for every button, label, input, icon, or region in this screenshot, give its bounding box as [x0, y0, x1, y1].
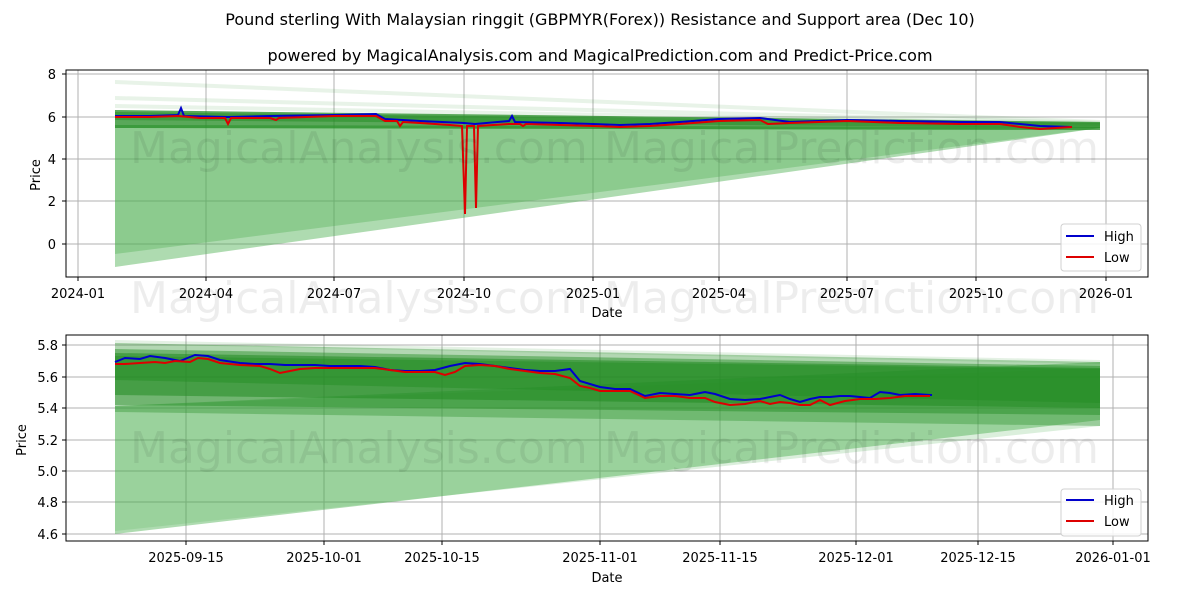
bottom-y-tick: 4.8	[37, 496, 58, 511]
legend-high-label: High	[1104, 494, 1134, 509]
bottom-y-tick: 5.8	[37, 339, 58, 354]
top-axes-frame	[65, 69, 1149, 278]
top-x-tick: 2024-01	[51, 287, 105, 302]
bottom-x-tick: 2025-12-15	[940, 551, 1016, 566]
top-y-axis-label: Price	[29, 159, 44, 191]
legend-low-label: Low	[1104, 515, 1130, 530]
bottom-y-axis-label: Price	[15, 424, 30, 456]
bottom-x-tick: 2025-11-15	[682, 551, 758, 566]
watermark: MagicalAnalysis.com	[130, 423, 588, 474]
top-y-tick-8: 8	[48, 68, 56, 83]
bottom-y-tick: 5.0	[37, 465, 58, 480]
top-y-tick-0: 0	[48, 238, 56, 253]
bottom-x-tick: 2025-12-01	[818, 551, 894, 566]
top-low-line	[115, 114, 1073, 215]
watermark: MagicalPrediction.com	[604, 123, 1099, 174]
bottom-resistance-bands	[115, 340, 1100, 364]
legend-high-label: High	[1104, 230, 1134, 245]
top-y-tick-4: 4	[48, 153, 56, 168]
bottom-x-tick: 2025-09-15	[148, 551, 224, 566]
top-y-tick-2: 2	[48, 195, 56, 210]
bottom-y-tick: 4.6	[37, 528, 58, 543]
top-high-line	[115, 105, 1073, 128]
bottom-x-axis-label: Date	[591, 571, 622, 586]
top-x-axis-label: Date	[591, 306, 622, 321]
top-chart: 8 6 4 2 0 2024-01 2024-04 2024-07 2024-1…	[29, 68, 1149, 324]
chart-subtitle: powered by MagicalAnalysis.com and Magic…	[267, 46, 933, 65]
top-x-tick: 2024-04	[179, 287, 233, 302]
bottom-y-tick: 5.4	[37, 402, 58, 417]
watermark: MagicalAnalysis.com	[130, 123, 588, 174]
bottom-chart: 5.8 5.6 5.4 5.2 5.0 4.8 4.6 2025-09-15 2…	[15, 334, 1151, 586]
bottom-y-tick: 5.6	[37, 371, 58, 386]
top-legend: High Low	[1060, 223, 1142, 272]
watermark: MagicalPrediction.com	[604, 423, 1099, 474]
top-x-tick: 2024-10	[437, 287, 491, 302]
top-y-ticks	[62, 73, 66, 245]
bottom-x-tick: 2026-01-01	[1075, 551, 1151, 566]
watermark: MagicalPrediction.com	[604, 273, 1099, 324]
bottom-axes-frame	[65, 334, 1149, 542]
bottom-x-tick: 2025-10-01	[286, 551, 362, 566]
top-x-tick: 2025-10	[949, 287, 1003, 302]
bottom-legend: High Low	[1060, 488, 1142, 537]
bottom-x-tick: 2025-10-15	[404, 551, 480, 566]
top-x-ticks	[77, 277, 1107, 281]
top-x-tick: 2025-01	[566, 287, 620, 302]
bottom-high-line	[114, 353, 931, 404]
chart-title: Pound sterling With Malaysian ringgit (G…	[225, 10, 975, 29]
top-y-tick-6: 6	[48, 111, 56, 126]
bottom-x-ticks	[185, 541, 1114, 545]
top-x-tick: 2024-07	[307, 287, 361, 302]
bottom-y-ticks	[62, 344, 66, 535]
top-x-tick: 2025-04	[692, 287, 746, 302]
bottom-x-tick: 2025-11-01	[562, 551, 638, 566]
bottom-y-tick: 5.2	[37, 434, 58, 449]
watermark: MagicalAnalysis.com	[130, 273, 588, 324]
legend-low-label: Low	[1104, 251, 1130, 266]
bottom-low-line	[115, 356, 930, 407]
top-x-tick: 2026-01	[1079, 287, 1133, 302]
top-x-tick: 2025-07	[820, 287, 874, 302]
